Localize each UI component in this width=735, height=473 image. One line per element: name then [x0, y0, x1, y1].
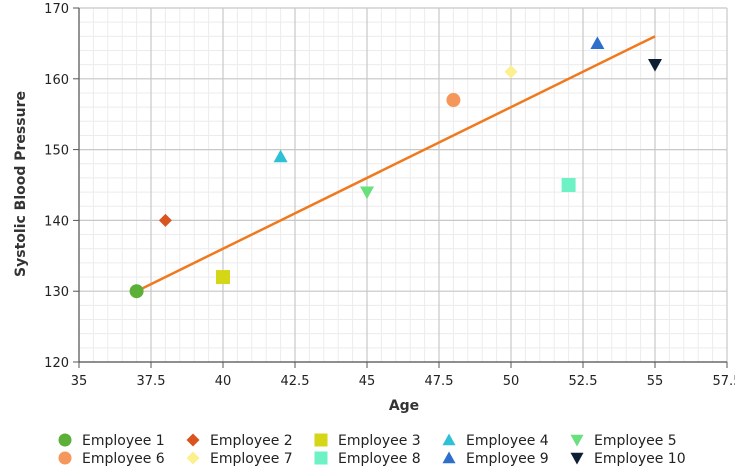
data-point-employee-9	[590, 36, 605, 49]
x-tick-label: 42.5	[281, 374, 310, 389]
trendline-layer	[136, 35, 656, 293]
minor-grid	[78, 7, 728, 363]
legend-marker-icon	[314, 451, 328, 465]
data-point-employee-4	[273, 149, 288, 163]
legend-marker-icon	[314, 433, 328, 447]
y-tick-label: 140	[44, 214, 69, 229]
data-point-employee-5	[360, 186, 374, 200]
y-tick-label: 120	[44, 356, 69, 371]
y-tick-labels: 120 130 140 150 160 170	[44, 2, 69, 371]
legend-label: Employee 10	[594, 451, 686, 467]
x-tick-label: 50	[503, 374, 520, 389]
x-tick-label: 47.5	[425, 374, 454, 389]
legend-label: Employee 2	[210, 433, 293, 449]
legend-marker-icon	[58, 451, 72, 465]
y-tick-label: 170	[44, 2, 69, 17]
major-grid	[78, 7, 728, 363]
x-tick-label: 40	[215, 374, 232, 389]
legend-label: Employee 8	[338, 451, 421, 467]
legend-item-employee-6[interactable]: Employee 6	[58, 451, 165, 467]
legend-item-employee-5[interactable]: Employee 5	[570, 433, 677, 449]
x-tick-label: 37.5	[137, 374, 166, 389]
legend-item-employee-9[interactable]: Employee 9	[442, 451, 549, 467]
legend-item-employee-2[interactable]: Employee 2	[186, 433, 293, 449]
y-tick-label: 160	[44, 73, 69, 88]
legend-marker-icon	[442, 451, 456, 464]
y-tick-label: 150	[44, 144, 69, 159]
data-point-employee-8	[561, 178, 576, 192]
x-tick-label: 45	[359, 374, 376, 389]
legend[interactable]: Employee 1 Employee 2 Employee 3 Employee 4…	[58, 433, 686, 467]
data-points	[129, 36, 662, 299]
x-tick-label: 57.5	[713, 374, 735, 389]
x-tick-label: 35	[71, 374, 88, 389]
x-axis-title: Age	[389, 398, 419, 414]
legend-item-employee-8[interactable]: Employee 8	[314, 451, 421, 467]
data-point-employee-3	[216, 270, 230, 285]
legend-marker-icon	[186, 451, 200, 465]
y-axis-title: Systolic Blood Pressure	[13, 91, 29, 277]
axes	[73, 7, 728, 368]
legend-label: Employee 7	[210, 451, 293, 467]
legend-label: Employee 4	[466, 433, 549, 449]
data-point-employee-6	[446, 93, 461, 108]
legend-item-employee-7[interactable]: Employee 7	[186, 451, 293, 467]
data-point-employee-1	[129, 284, 144, 299]
x-tick-label: 55	[647, 374, 664, 389]
legend-marker-icon	[570, 452, 584, 465]
legend-label: Employee 1	[82, 433, 165, 449]
data-point-employee-2	[158, 213, 172, 227]
legend-marker-icon	[58, 433, 72, 447]
x-tick-label: 52.5	[569, 374, 598, 389]
data-point-employee-10	[648, 59, 662, 72]
legend-marker-icon	[442, 433, 456, 446]
legend-marker-icon	[186, 433, 200, 447]
data-point-employee-7	[504, 65, 518, 79]
legend-label: Employee 9	[466, 451, 549, 467]
legend-label: Employee 6	[82, 451, 165, 467]
legend-item-employee-4[interactable]: Employee 4	[442, 433, 549, 449]
x-tick-labels: 35 37.5 40 42.5 45 47.5 50 52.5 55 57.5	[71, 374, 735, 389]
legend-label: Employee 3	[338, 433, 421, 449]
legend-item-employee-10[interactable]: Employee 10	[570, 451, 686, 467]
legend-item-employee-3[interactable]: Employee 3	[314, 433, 421, 449]
y-tick-label: 130	[44, 285, 69, 300]
legend-item-employee-1[interactable]: Employee 1	[58, 433, 165, 449]
trendline	[136, 35, 656, 293]
legend-marker-icon	[570, 434, 584, 447]
legend-label: Employee 5	[594, 433, 677, 449]
